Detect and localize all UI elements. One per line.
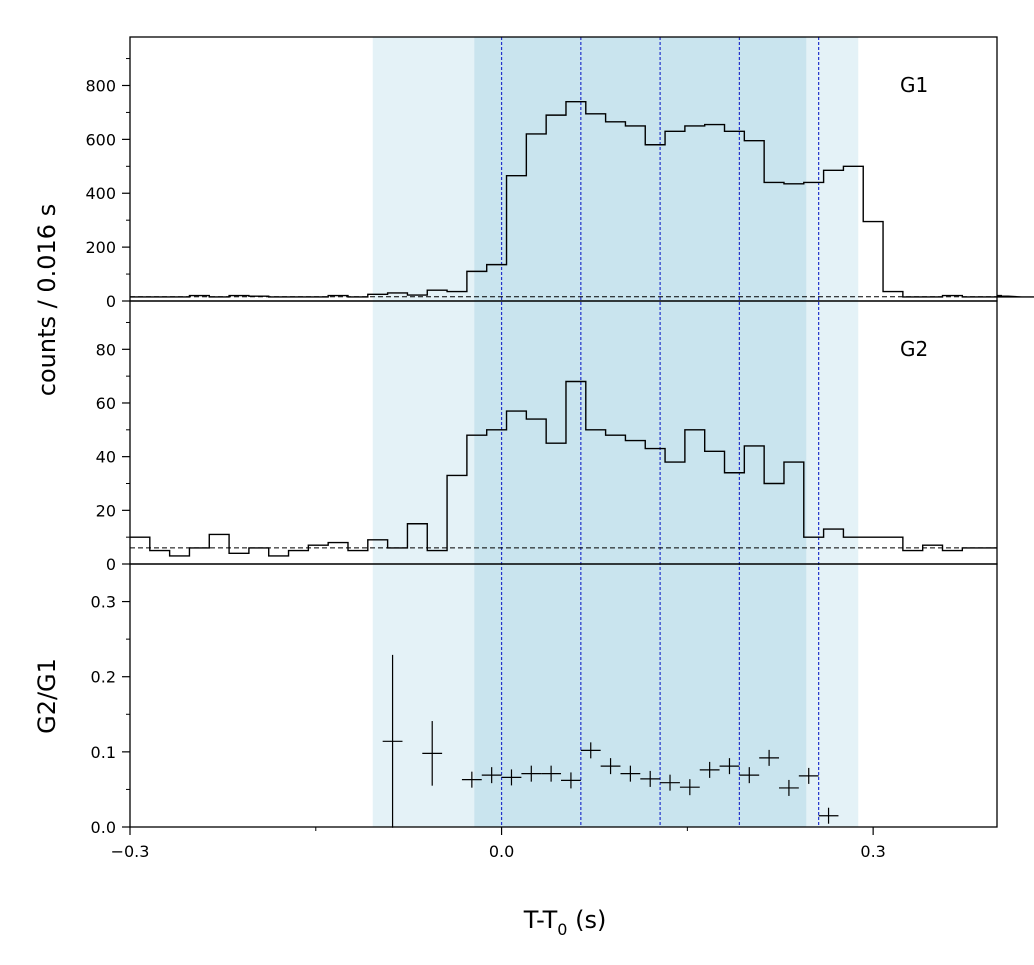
y-tick-label: 400 [85,184,116,203]
y-tick-label: 0.2 [91,668,116,687]
panel-frame [129,563,998,828]
y-tick-label: 0 [106,292,116,311]
panel-g2: 0 20 40 60 80 G2 [96,321,997,574]
y-axis-title-ratio: G2/G1 [33,658,61,734]
y-tick-label: 0.0 [91,818,116,837]
x-tick-label: −0.3 [111,842,150,861]
panel-label-G2: G2 [900,337,928,361]
x-axis-title-main: T-T [523,906,558,934]
panel-ratio: 0.0 0.1 0.2 0.3 [91,563,839,837]
y-tick-label: 0 [106,555,116,574]
histogram-G2 [130,380,997,557]
shaded-regions [372,37,859,827]
x-tick-label: 0.3 [860,842,885,861]
y-tick-label: 20 [96,501,116,520]
y-tick-label: 80 [96,340,116,359]
y-tick-label: 200 [85,238,116,257]
y-tick-label: 60 [96,394,116,413]
x-tick-label: 0.0 [489,842,514,861]
x-axis-title-subscript: 0 [557,920,567,939]
y-tick-label: 0.3 [91,593,116,612]
panel-frames: −0.3 0.0 0.3 [111,36,998,861]
y-axis-title-counts: counts / 0.016 s [33,204,61,396]
panel-g1: 0 200 400 600 800 G1 [85,58,1034,311]
y-tick-label: 0.1 [91,743,116,762]
y-tick-label: 40 [96,448,116,467]
shaded-inner-interval [474,37,807,827]
vertical-dashed-lines [500,37,820,827]
y-tick-label: 600 [85,130,116,149]
panel-label-G1: G1 [900,73,928,97]
x-axis-title: T-T0 (s) [523,906,607,939]
x-axis-title-unit: (s) [567,906,606,934]
y-tick-label: 800 [85,76,116,95]
